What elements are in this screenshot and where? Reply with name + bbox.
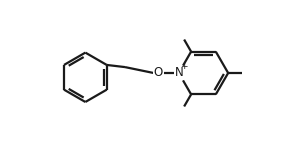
Text: +: +: [180, 62, 187, 72]
Text: N: N: [174, 66, 183, 80]
Text: O: O: [154, 66, 163, 80]
